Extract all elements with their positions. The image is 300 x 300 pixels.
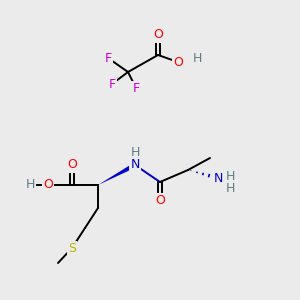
Text: F: F [108,77,116,91]
Text: H: H [226,182,236,194]
Text: F: F [132,82,140,94]
Text: H: H [130,146,140,158]
Polygon shape [98,163,136,185]
Text: N: N [130,158,140,172]
Text: F: F [104,52,112,64]
Text: S: S [68,242,76,254]
Text: N: N [213,172,223,184]
Text: H: H [226,169,236,182]
Text: O: O [67,158,77,172]
Text: H: H [192,52,202,64]
Text: O: O [43,178,53,191]
Text: O: O [153,28,163,41]
Text: O: O [155,194,165,206]
Text: H: H [25,178,35,191]
Text: O: O [173,56,183,68]
